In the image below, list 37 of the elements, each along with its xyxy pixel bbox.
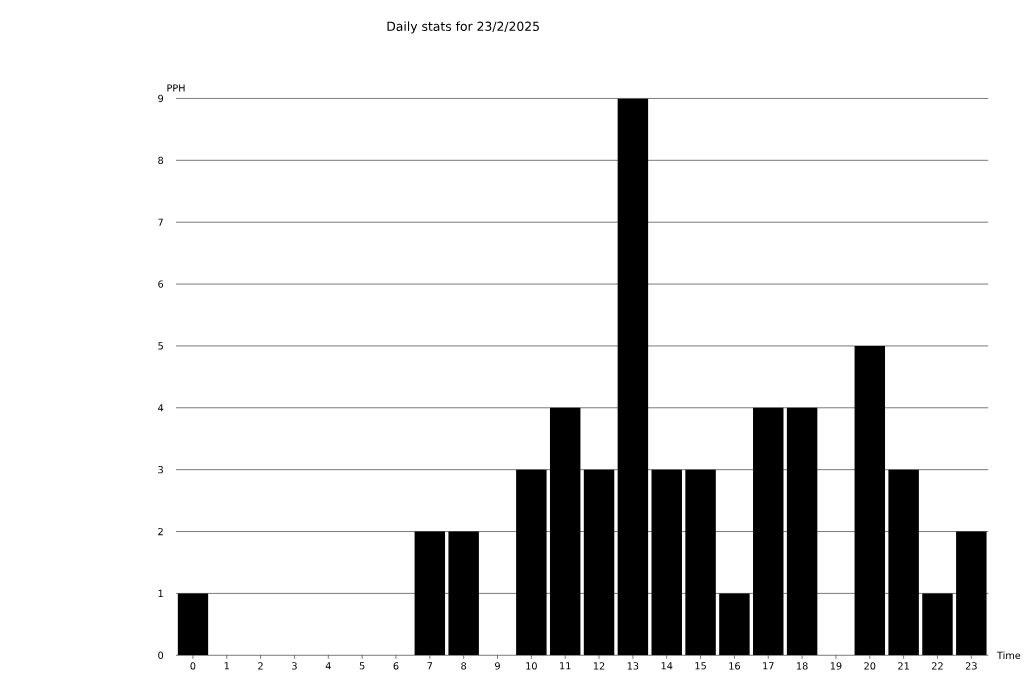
y-tick-label: 1	[158, 589, 163, 598]
x-tick-label: 8	[461, 662, 467, 670]
x-tick-label: 2	[258, 662, 263, 670]
y-tick-label: 8	[158, 156, 164, 165]
x-tick-label: 20	[864, 662, 876, 670]
y-tick-label: 2	[158, 528, 163, 536]
y-tick-label: 7	[158, 218, 163, 226]
x-tick-label: 3	[292, 662, 297, 670]
x-tick-label: 18	[796, 662, 808, 670]
y-tick-label: 4	[158, 404, 164, 412]
x-tick-label: 23	[965, 662, 977, 670]
y-axis-title: PPH	[167, 84, 185, 92]
x-tick-label: 1	[224, 662, 229, 670]
x-tick-label: 17	[763, 662, 774, 670]
x-tick-label: 19	[830, 662, 842, 670]
x-tick-label: 13	[627, 662, 639, 670]
x-tick-label: 9	[495, 662, 500, 670]
x-tick-label: 7	[427, 662, 433, 670]
y-tick-label: 3	[158, 466, 163, 474]
chart-title: Daily stats for 23/2/2025	[387, 21, 539, 34]
x-tick-label: 21	[898, 662, 909, 670]
y-tick-label: 6	[158, 280, 164, 288]
x-tick-label: 22	[932, 662, 943, 670]
x-tick-label: 10	[526, 662, 537, 670]
y-tick-label: 0	[158, 651, 164, 660]
x-tick-label: 6	[393, 662, 399, 670]
y-tick-label: 5	[158, 342, 163, 350]
x-tick-label: 14	[661, 662, 673, 670]
y-tick-label: 9	[158, 94, 164, 103]
x-tick-label: 12	[593, 662, 605, 670]
x-tick-label: 0	[190, 662, 196, 670]
x-tick-label: 16	[729, 662, 740, 670]
x-axis-title: Time	[996, 651, 1021, 660]
x-tick-label: 15	[695, 662, 706, 670]
x-tick-label: 11	[560, 662, 571, 670]
x-tick-label: 5	[359, 662, 365, 670]
x-tick-label: 4	[325, 662, 331, 670]
